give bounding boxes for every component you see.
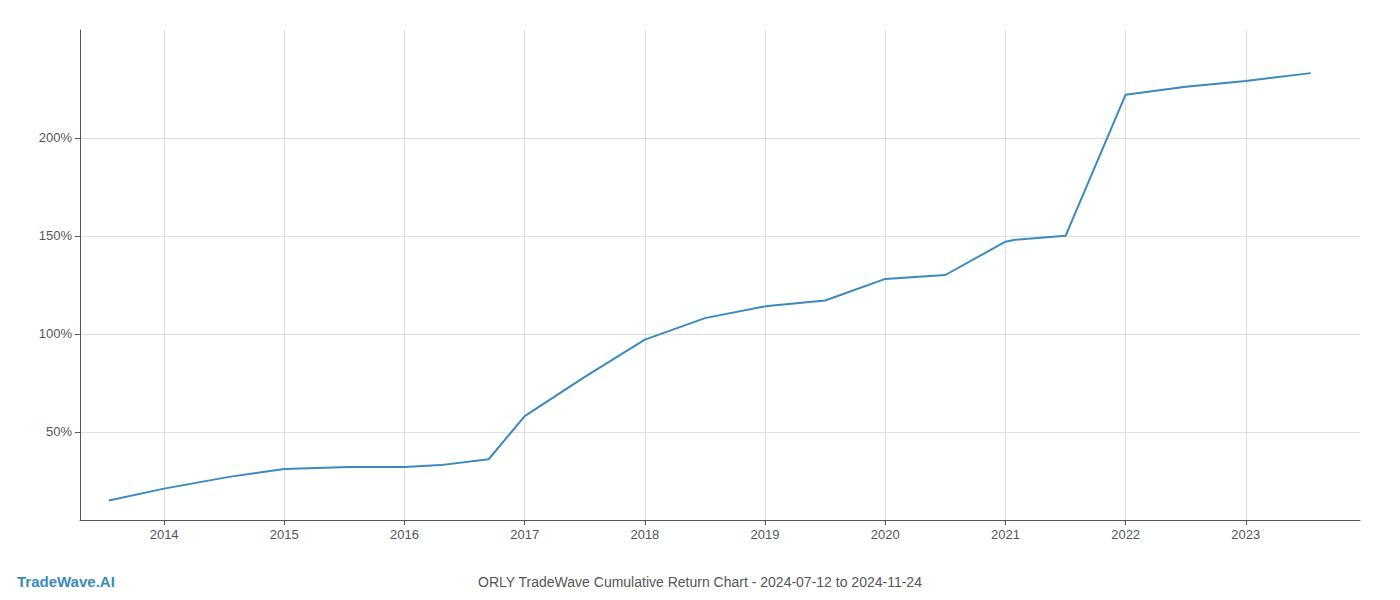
svg-text:2018: 2018 xyxy=(630,527,659,542)
svg-text:2019: 2019 xyxy=(751,527,780,542)
svg-text:2021: 2021 xyxy=(991,527,1020,542)
svg-text:2015: 2015 xyxy=(270,527,299,542)
svg-text:2014: 2014 xyxy=(150,527,179,542)
svg-text:2022: 2022 xyxy=(1111,527,1140,542)
svg-text:2020: 2020 xyxy=(871,527,900,542)
svg-text:2016: 2016 xyxy=(390,527,419,542)
svg-text:2023: 2023 xyxy=(1231,527,1260,542)
svg-text:50%: 50% xyxy=(46,424,72,439)
svg-text:2017: 2017 xyxy=(510,527,539,542)
svg-text:100%: 100% xyxy=(39,326,73,341)
svg-text:TradeWave.AI: TradeWave.AI xyxy=(17,573,115,590)
svg-text:ORLY TradeWave Cumulative Retu: ORLY TradeWave Cumulative Return Chart -… xyxy=(478,574,922,590)
svg-text:200%: 200% xyxy=(39,130,73,145)
svg-text:150%: 150% xyxy=(39,228,73,243)
